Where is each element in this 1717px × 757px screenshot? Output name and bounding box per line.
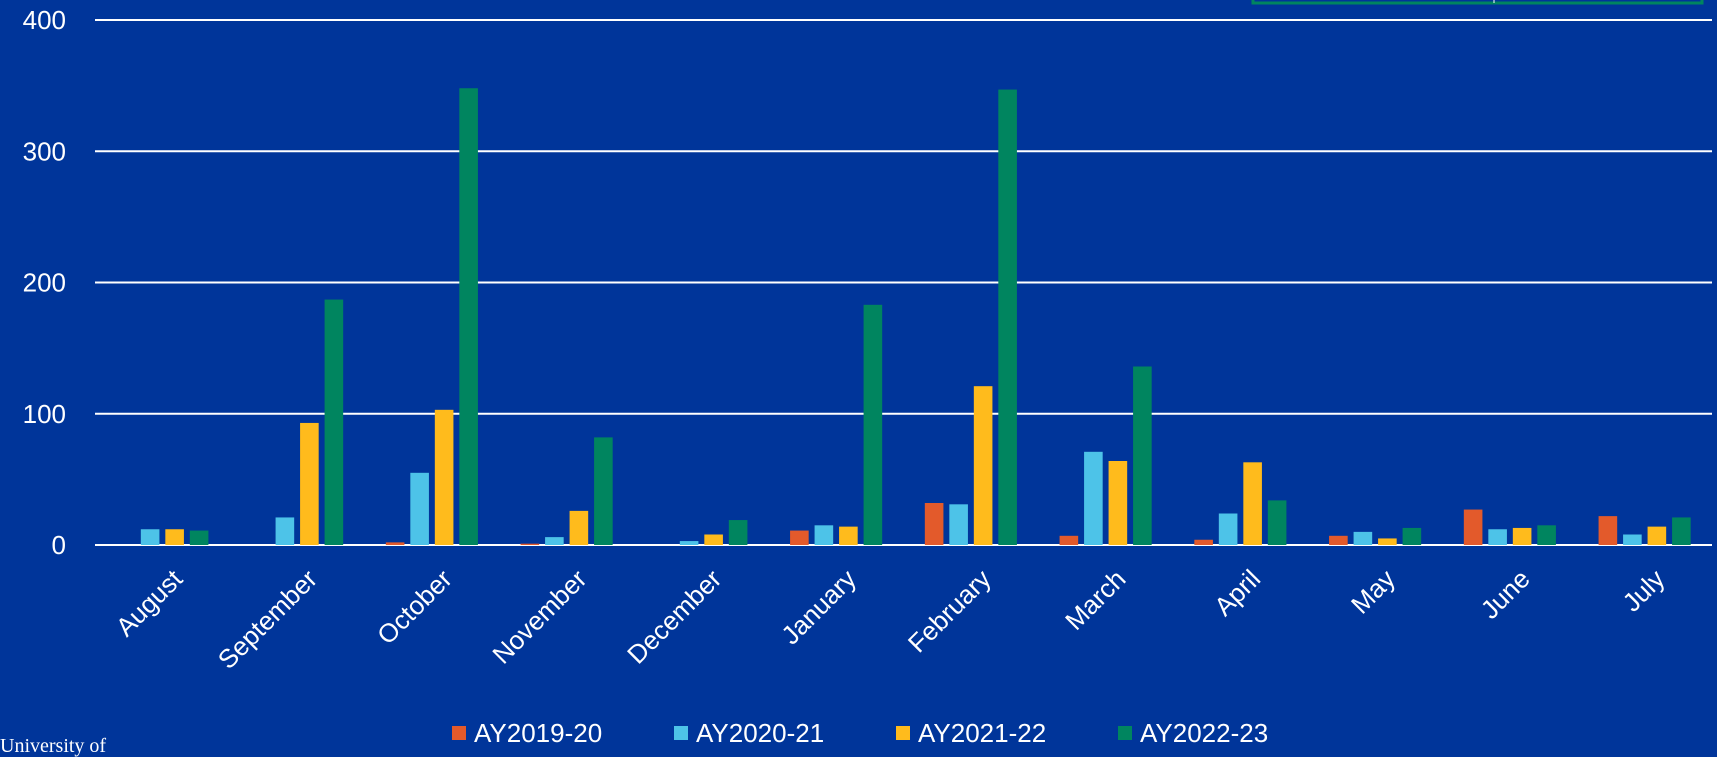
bar bbox=[140, 529, 160, 545]
bar bbox=[545, 537, 564, 545]
y-tick-label: 300 bbox=[23, 136, 66, 166]
bar bbox=[385, 542, 405, 545]
bar bbox=[1623, 534, 1642, 545]
bar bbox=[275, 517, 295, 545]
bar bbox=[1218, 513, 1238, 545]
bar bbox=[520, 543, 540, 545]
legend-swatch bbox=[674, 726, 688, 740]
bar bbox=[434, 409, 454, 545]
corner-box bbox=[1251, 0, 1704, 5]
bar bbox=[728, 520, 748, 545]
bar bbox=[569, 510, 589, 545]
y-tick-label: 0 bbox=[52, 530, 66, 560]
bar bbox=[704, 534, 723, 545]
footer-text: University of bbox=[0, 735, 106, 757]
bar bbox=[1647, 526, 1667, 545]
bar bbox=[165, 529, 184, 545]
bar bbox=[839, 526, 858, 545]
bar bbox=[459, 88, 478, 545]
bar bbox=[1378, 538, 1397, 545]
y-tick-label: 100 bbox=[23, 399, 66, 429]
y-tick-label: 200 bbox=[23, 268, 66, 298]
bar bbox=[1353, 531, 1373, 545]
bar bbox=[998, 89, 1017, 545]
bar bbox=[1059, 535, 1079, 545]
bar bbox=[1598, 516, 1618, 545]
legend-swatch bbox=[452, 726, 466, 740]
legend-swatch bbox=[1118, 726, 1132, 740]
bar bbox=[594, 437, 613, 545]
bar bbox=[1537, 525, 1556, 545]
legend-label: AY2019-20 bbox=[474, 718, 602, 748]
legend-label: AY2022-23 bbox=[1140, 718, 1268, 748]
bar bbox=[410, 472, 429, 545]
bar bbox=[1267, 500, 1287, 545]
legend-swatch bbox=[896, 726, 910, 740]
bar bbox=[189, 530, 209, 545]
bar bbox=[679, 541, 699, 545]
bar bbox=[814, 525, 834, 545]
legend-label: AY2021-22 bbox=[918, 718, 1046, 748]
bar bbox=[1488, 529, 1507, 545]
bar bbox=[1672, 517, 1691, 545]
bar bbox=[1329, 535, 1348, 545]
bar bbox=[1084, 451, 1103, 545]
bar bbox=[1463, 509, 1483, 545]
bar bbox=[324, 299, 344, 545]
bar bbox=[863, 304, 883, 545]
bar bbox=[1512, 527, 1532, 545]
bar bbox=[924, 503, 944, 545]
bar bbox=[790, 530, 809, 545]
bar bbox=[949, 504, 968, 545]
legend-label: AY2020-21 bbox=[696, 718, 824, 748]
bar bbox=[1243, 462, 1262, 545]
bar bbox=[1194, 539, 1213, 545]
bar bbox=[1402, 527, 1422, 545]
bar bbox=[1108, 461, 1128, 545]
bar bbox=[973, 386, 993, 545]
bar bbox=[1133, 366, 1152, 545]
y-tick-label: 400 bbox=[23, 5, 66, 35]
bar bbox=[300, 422, 319, 545]
